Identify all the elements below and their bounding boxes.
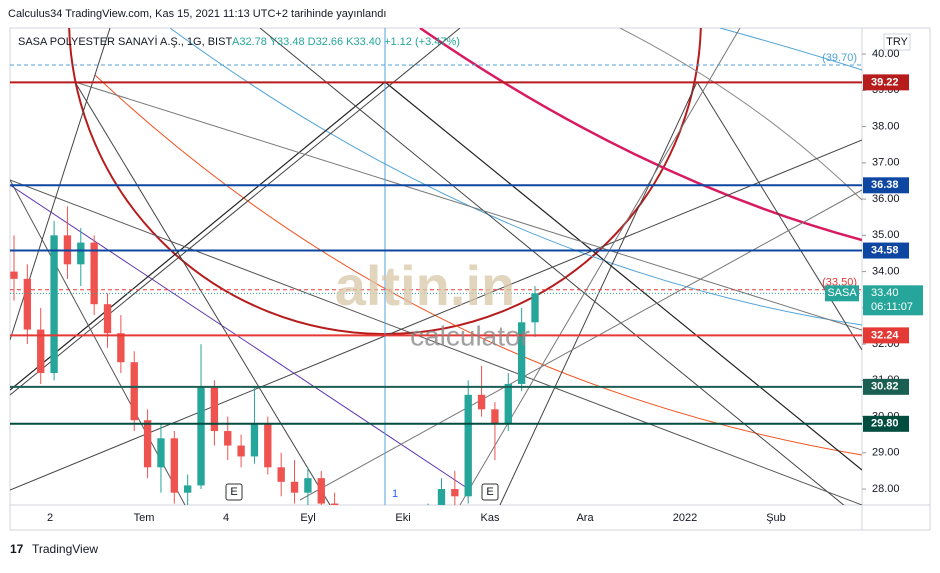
candle-body [90, 242, 98, 305]
symbol-tag [825, 285, 859, 302]
candle-body [130, 362, 138, 421]
candle-body [264, 423, 272, 468]
y-tick-label: 34.00 [872, 265, 900, 277]
level-tag [863, 177, 909, 194]
x-tick-label: 2 [47, 512, 53, 524]
candle-body [491, 409, 499, 424]
candle-body [250, 423, 259, 457]
x-tick-label: Şub [766, 512, 786, 524]
y-tick-label: 40.00 [872, 48, 900, 60]
y-tick-label: 37.00 [872, 157, 900, 169]
level-tag-label: 30.82 [871, 381, 899, 393]
symbol-title: SASA POLYESTER SANAYİ A.Ş., 1G, BIST [18, 35, 232, 48]
candle-body [517, 322, 526, 384]
level-tag [863, 415, 909, 432]
level-tag-label: 39.22 [871, 76, 899, 88]
candle-body [197, 387, 205, 486]
level-tag [863, 242, 909, 259]
candle-body [451, 489, 459, 497]
ohlc-header: A32.78 Y33.48 D32.66 K33.40 +1.12 (+3.47… [232, 36, 460, 48]
y-tick-label: 35.00 [872, 229, 900, 241]
event-marker: E [230, 486, 237, 498]
y-tick-label: 29.00 [872, 447, 900, 459]
candle-body [531, 293, 539, 323]
footer-brand: TradingView [32, 542, 98, 556]
x-tick-label: Tem [134, 512, 155, 524]
published-line: Calculus34 TradingView.com, Kas 15, 2021… [8, 8, 386, 20]
y-tick-label: 36.00 [872, 193, 900, 205]
candle-body [50, 235, 58, 374]
drawings [10, 28, 862, 505]
candle-body [464, 394, 472, 497]
y-tick-label: 38.00 [872, 120, 900, 132]
candle-body [103, 304, 112, 334]
x-tick-label: 4 [223, 512, 229, 524]
footer-logo: 17 [10, 542, 24, 556]
candle-body [504, 383, 512, 424]
candle-body [183, 485, 192, 493]
level-tag [863, 327, 909, 344]
price-tag [863, 285, 923, 316]
chart-frame [9, 27, 931, 531]
marker-one: 1 [392, 488, 398, 500]
candle-body [143, 420, 152, 468]
candle-body [210, 387, 219, 432]
y-tick-label: 28.00 [872, 483, 900, 495]
candle-body [157, 438, 165, 468]
price-tag-label: 33.40 [871, 287, 899, 299]
candle-body [224, 431, 232, 446]
event-marker-box [481, 483, 499, 501]
plot [10, 64, 862, 505]
candle-body [277, 467, 285, 482]
countdown: 06:11:07 [871, 301, 913, 313]
watermark: altin.in [335, 254, 515, 317]
candle-body [437, 489, 446, 505]
candle-body [304, 478, 312, 493]
level-tag-label: 32.24 [871, 329, 899, 341]
x-tick-label: Eyl [300, 512, 315, 524]
symbol-tag-label: SASA [827, 287, 857, 299]
level-tag-label: 36.38 [871, 179, 899, 191]
x-tick-label: 2022 [673, 512, 697, 524]
x-tick-label: Kas [481, 512, 500, 524]
event-marker-box [225, 483, 243, 501]
level-tag [863, 74, 909, 91]
candle-body [37, 329, 45, 374]
candle-body [237, 445, 245, 457]
candle-body [77, 242, 85, 265]
watermark-sub: calculator [410, 320, 530, 351]
x-tick-label: Ara [576, 512, 594, 524]
candle-body [23, 278, 32, 330]
candle-body [10, 271, 18, 279]
candle-body [170, 438, 178, 493]
currency: TRY [886, 36, 908, 48]
level-tag [863, 378, 909, 395]
level-tag-label: 34.58 [871, 244, 899, 256]
level-tag-label: 29.80 [871, 418, 899, 430]
currency-box[interactable] [883, 33, 911, 51]
event-marker: E [486, 486, 493, 498]
candle-body [290, 481, 299, 493]
candle-body [317, 478, 325, 504]
candle-body [117, 333, 125, 363]
dashed-level-label: (39.70) [822, 52, 857, 64]
x-tick-label: Eki [395, 512, 410, 524]
candle-body [477, 394, 486, 410]
candle-body [330, 503, 339, 505]
